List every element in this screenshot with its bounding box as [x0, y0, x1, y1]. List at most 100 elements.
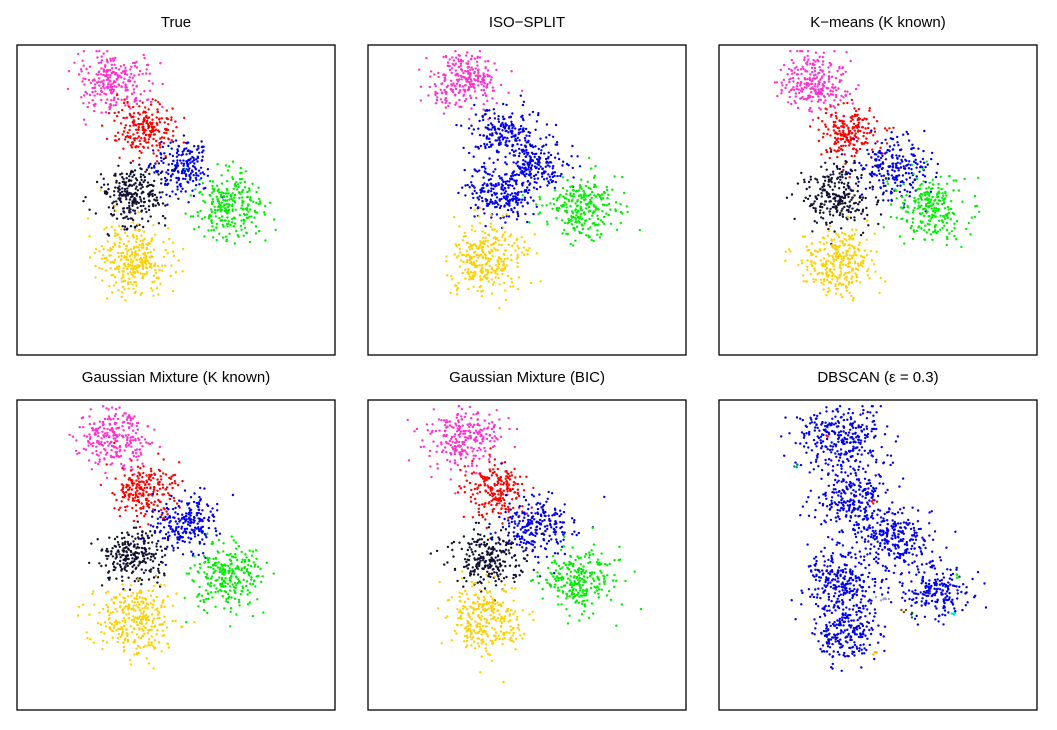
data-point [110, 99, 113, 102]
data-point [496, 261, 500, 264]
data-point [828, 210, 831, 213]
data-point [191, 160, 194, 163]
data-point [581, 227, 585, 231]
data-point [854, 209, 857, 213]
data-point [125, 177, 128, 180]
data-point [248, 208, 252, 211]
data-point [137, 477, 140, 480]
data-point [103, 435, 106, 439]
data-point [98, 77, 101, 80]
data-point [491, 200, 494, 204]
data-point [491, 243, 495, 246]
data-point [197, 169, 201, 172]
data-point [147, 125, 151, 129]
data-point [864, 127, 867, 130]
data-point [905, 194, 908, 197]
data-point [866, 132, 869, 135]
data-point [906, 190, 909, 193]
data-point [835, 117, 838, 120]
data-point [227, 208, 231, 211]
data-point [428, 85, 431, 89]
data-point [472, 251, 476, 254]
data-point [117, 197, 120, 200]
data-point [482, 256, 485, 260]
data-point [157, 482, 160, 486]
data-point [582, 196, 585, 199]
data-point [497, 150, 500, 154]
data-point [120, 194, 124, 197]
data-point [161, 191, 164, 194]
data-point [114, 186, 117, 189]
data-point [122, 242, 126, 246]
data-point [130, 273, 134, 276]
data-point [220, 215, 224, 218]
data-point [149, 103, 153, 106]
data-point [830, 220, 834, 224]
data-point [516, 143, 519, 146]
data-point [128, 426, 131, 429]
data-point [93, 86, 96, 89]
data-point [135, 240, 138, 243]
data-point [166, 117, 169, 121]
data-point [495, 192, 498, 195]
data-point [795, 87, 798, 91]
data-point [146, 181, 150, 184]
data-point [128, 76, 132, 79]
data-point [468, 258, 471, 262]
data-point [858, 147, 862, 151]
data-point [485, 257, 488, 260]
data-point [226, 216, 229, 219]
data-point [509, 177, 512, 180]
data-point [828, 61, 831, 65]
data-point [844, 188, 848, 191]
data-point [108, 422, 111, 425]
data-point [555, 143, 559, 146]
data-point [813, 267, 816, 270]
data-point [449, 87, 453, 91]
data-point [155, 139, 158, 143]
data-point [844, 202, 847, 205]
data-point [188, 173, 191, 177]
data-point [876, 140, 879, 143]
data-point [176, 483, 180, 487]
data-point [137, 135, 141, 138]
data-point [487, 123, 490, 127]
scatter-plot [367, 44, 687, 356]
data-point [839, 261, 842, 264]
data-point [583, 213, 586, 216]
data-point [215, 239, 218, 242]
data-point [130, 488, 134, 491]
data-point [121, 273, 125, 277]
data-point [844, 264, 848, 267]
data-point [122, 177, 125, 181]
data-point [131, 283, 134, 286]
data-point [170, 174, 173, 177]
data-point [848, 200, 851, 203]
data-point [851, 207, 854, 210]
data-point [137, 117, 140, 121]
cluster-green [882, 160, 981, 249]
data-point [132, 119, 135, 122]
data-point [134, 449, 137, 452]
data-point [136, 189, 140, 192]
data-point [131, 499, 135, 502]
data-point [473, 215, 476, 218]
data-point [459, 62, 462, 65]
data-point [488, 74, 491, 77]
data-point [474, 270, 477, 273]
data-point [601, 221, 604, 224]
data-point [511, 184, 514, 188]
data-point [225, 202, 228, 206]
data-point [907, 172, 911, 175]
data-point [122, 484, 125, 487]
data-point [102, 52, 105, 55]
data-point [120, 85, 123, 88]
data-point [936, 192, 939, 195]
data-point [485, 94, 488, 97]
data-point [831, 90, 835, 93]
data-point [220, 191, 224, 194]
data-point [102, 85, 105, 88]
data-point [472, 196, 475, 200]
data-point [117, 508, 121, 511]
data-point [556, 197, 559, 200]
